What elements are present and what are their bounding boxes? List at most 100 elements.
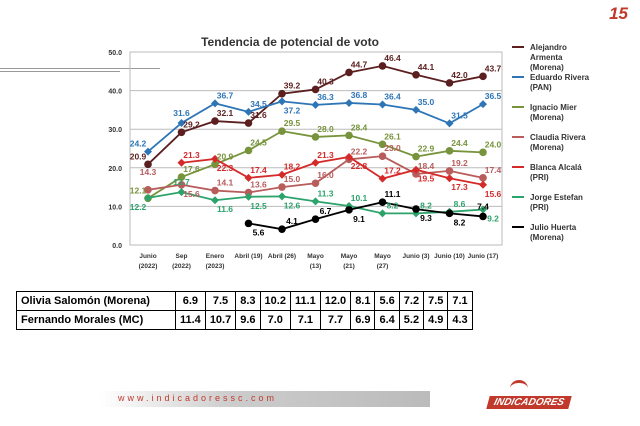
data-label: 22.8 (351, 161, 368, 171)
website-url[interactable]: www.indicadoressc.com (118, 393, 278, 403)
data-point (479, 174, 487, 182)
data-label: 37.2 (284, 105, 301, 115)
legend-label: (PAN) (530, 83, 552, 92)
data-point (278, 183, 286, 191)
data-label: 39.2 (284, 81, 301, 91)
data-label: 17.2 (384, 166, 401, 176)
data-point (244, 188, 253, 197)
data-label: 12.6 (284, 200, 301, 210)
x-tick-label: Abril (26) (268, 253, 296, 260)
data-label: 22.2 (351, 146, 368, 156)
data-label: 19.5 (418, 174, 435, 184)
x-tick-label: Abril (19) (234, 253, 262, 260)
data-label: 14.3 (140, 167, 157, 177)
data-label: 8.2 (454, 217, 466, 227)
series-line (248, 201, 484, 231)
data-point (412, 170, 420, 178)
plot-area (129, 51, 503, 246)
data-point (144, 186, 152, 194)
logo: INDICADORES (486, 396, 572, 409)
data-label: 9.2 (487, 213, 499, 223)
data-point (345, 131, 353, 140)
table-cell: 7.1 (447, 291, 473, 311)
data-label: 40.3 (317, 76, 334, 86)
data-label: 29.5 (284, 118, 301, 128)
table-cell: 8.3 (235, 291, 261, 311)
data-point (311, 133, 320, 141)
x-tick-label: Junio (10) (434, 253, 465, 260)
data-point (244, 219, 253, 228)
legend-label: Ignacio Mier (530, 103, 577, 112)
data-point (211, 186, 219, 195)
table-cell: 11.1 (289, 291, 321, 311)
data-point (311, 179, 320, 188)
divider (0, 68, 160, 69)
table-cell: 6.9 (350, 310, 376, 330)
candidate-name: Olivia Salomón (Morena) (16, 291, 176, 311)
data-point (278, 170, 286, 179)
table-cell: 5.2 (398, 310, 425, 330)
candidate-name: Fernando Morales (MC) (16, 310, 176, 330)
legend-label: (Morena) (530, 63, 564, 72)
data-label: 12.2 (130, 202, 147, 212)
data-label: 8.2 (387, 200, 399, 210)
x-tick-label: Junio (17) (468, 253, 499, 260)
data-point (445, 209, 454, 218)
legend-label: (Morena) (530, 233, 564, 242)
data-label: 36.4 (384, 91, 401, 101)
x-tick-label: Mayo (341, 253, 358, 260)
data-point (278, 97, 286, 106)
x-tick-label: (2023) (206, 263, 225, 270)
legend-label: Julio Huerta (530, 223, 577, 232)
data-point (211, 196, 219, 205)
line-chart: Tendencia de potencial de voto 0.0 10.0 20.… (108, 35, 589, 270)
footer-bar (100, 391, 430, 407)
data-label: 17.4 (250, 165, 267, 175)
data-point (479, 180, 487, 189)
data-point (479, 72, 487, 81)
x-tick-label: (13) (310, 263, 322, 270)
data-label: 21.3 (317, 150, 334, 160)
legend-label: (Morena) (530, 143, 564, 152)
legend-label: Jorge Estefan (530, 193, 583, 202)
table-cell: 7.1 (289, 310, 321, 330)
data-label: 11.1 (384, 189, 400, 199)
data-label: 8.6 (454, 199, 466, 209)
data-label: 28.0 (317, 124, 334, 134)
data-label: 12.1 (130, 185, 147, 195)
data-point (311, 215, 320, 223)
table-row: Fernando Morales (MC) 11.4 10.7 9.6 7.0 7.1 7.… (16, 310, 473, 330)
data-point (345, 152, 353, 161)
x-tick-label: (27) (377, 263, 389, 270)
data-label: 17.3 (451, 182, 468, 192)
table-cell: 4.9 (423, 310, 449, 330)
legend-label: (PRI) (530, 173, 549, 182)
data-label: 44.1 (418, 62, 435, 72)
data-label: 11.3 (317, 188, 333, 198)
data-point (479, 212, 487, 221)
data-point (445, 119, 454, 128)
series-line (181, 156, 484, 186)
data-label: 9.3 (420, 213, 432, 223)
data-label: 21.3 (183, 150, 200, 160)
data-label: 36.5 (485, 91, 502, 101)
data-point (144, 193, 152, 202)
table-cell: 11.4 (175, 310, 206, 330)
data-point (244, 192, 253, 201)
table-cell: 4.3 (447, 310, 473, 330)
data-point (311, 197, 320, 206)
data-label: 10.1 (351, 193, 368, 203)
data-label: 31.6 (173, 108, 190, 118)
data-point (412, 70, 420, 79)
data-label: 22.9 (418, 144, 435, 154)
data-label: 43.7 (485, 63, 502, 73)
data-label: 15.0 (284, 174, 301, 184)
data-label: 17.6 (183, 164, 200, 174)
data-point (345, 98, 353, 107)
x-tick-label: Sep (176, 253, 188, 260)
data-label: 13.6 (250, 180, 267, 190)
data-point (311, 158, 320, 167)
data-point (412, 205, 420, 213)
data-label: 5.6 (253, 227, 265, 237)
x-tick-label: (2022) (139, 263, 158, 270)
